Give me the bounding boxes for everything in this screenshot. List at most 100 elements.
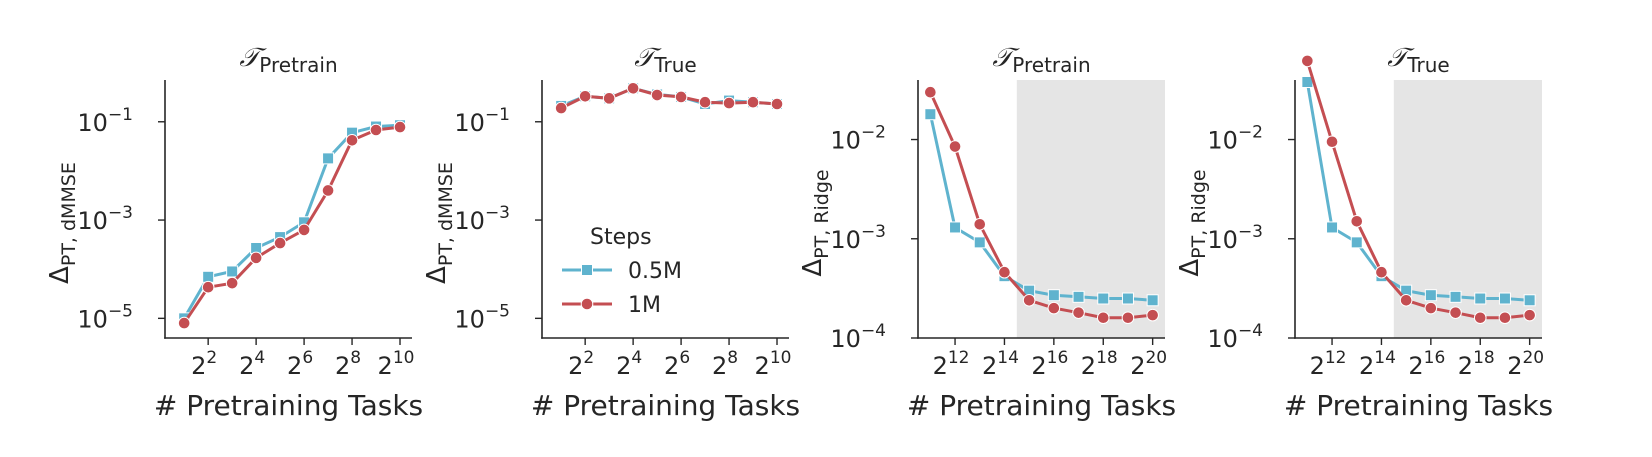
data-point-square: [1097, 292, 1110, 305]
y-title-symbol: Δ: [798, 259, 828, 277]
y-tick-label: 10−3: [77, 203, 133, 235]
y-tick-exponent: −3: [861, 222, 886, 242]
y-tick-label: 10−3: [1207, 222, 1263, 254]
data-point-circle: [578, 89, 592, 103]
data-point-circle: [650, 88, 664, 102]
y-tick-exponent: −2: [1238, 123, 1263, 143]
data-point-square: [1350, 236, 1363, 249]
y-title-subscript: PT, dMMSE: [58, 162, 80, 266]
x-tick-label: 22: [568, 348, 594, 380]
data-point-circle: [273, 236, 287, 250]
legend: Steps 0.5M 1M: [562, 225, 682, 318]
legend-label: 0.5M: [628, 259, 682, 284]
y-tick-base: 10: [77, 305, 108, 333]
data-point-circle: [924, 85, 937, 99]
data-point-square: [1523, 294, 1536, 307]
data-point-circle: [1424, 301, 1438, 315]
data-point-circle: [369, 123, 383, 137]
y-tick-exponent: −2: [861, 123, 886, 143]
x-tick-label: 216: [1408, 348, 1445, 380]
data-point-square: [322, 152, 335, 165]
data-point-square: [924, 108, 937, 121]
x-tick-exponent: 14: [997, 348, 1019, 368]
legend-marker-square: [581, 264, 593, 276]
series-line-1M: [929, 91, 1153, 320]
data-point-square: [1146, 294, 1159, 307]
panel-title: 𝒯Pretrain: [239, 43, 337, 77]
y-tick-label: 10−1: [454, 105, 510, 137]
y-tick-exponent: −5: [485, 301, 510, 321]
data-point-square: [1047, 289, 1060, 302]
x-tick-exponent: 16: [1424, 348, 1446, 368]
y-tick-label: 10−3: [830, 222, 886, 254]
x-tick-base: 2: [239, 352, 254, 380]
y-title-subscript: PT, dMMSE: [435, 162, 457, 266]
data-point-circle: [948, 140, 962, 153]
data-point-circle: [225, 276, 239, 290]
y-tick-base: 10: [454, 207, 485, 235]
data-point-circle: [554, 101, 568, 115]
x-tick-exponent: 14: [1374, 348, 1396, 368]
x-axis-title: # Pretraining Tasks: [907, 389, 1176, 422]
data-point-circle: [722, 96, 736, 110]
x-tick-label: 24: [616, 348, 642, 380]
x-tick-base: 2: [378, 352, 393, 380]
y-tick-exponent: −3: [108, 203, 133, 223]
x-tick-label: 28: [335, 348, 361, 380]
data-point-circle: [1096, 311, 1110, 325]
y-tick-base: 10: [77, 109, 108, 137]
series-line-0.5M: [182, 123, 401, 320]
data-point-circle: [1473, 311, 1487, 325]
data-point-circle: [1121, 311, 1135, 325]
data-point-circle: [973, 217, 987, 231]
data-point-square: [1424, 289, 1437, 302]
x-tick-base: 2: [287, 352, 302, 380]
y-tick-exponent: −4: [1238, 321, 1263, 341]
data-point-circle: [602, 92, 616, 105]
x-tick-exponent: 8: [350, 348, 361, 368]
data-point-circle: [321, 184, 335, 197]
x-tick-label: 214: [1359, 348, 1396, 380]
data-point-circle: [1523, 308, 1536, 322]
x-tick-base: 2: [1408, 352, 1423, 380]
y-title-symbol: Δ: [45, 266, 75, 284]
y-title-subscript: PT, Ridge: [811, 169, 833, 258]
data-point-square: [226, 265, 239, 278]
data-point-circle: [1375, 265, 1388, 279]
shaded-region: [1393, 80, 1542, 338]
y-tick-base: 10: [1207, 325, 1238, 353]
data-point-circle: [698, 95, 712, 109]
x-tick-base: 2: [1507, 352, 1522, 380]
x-tick-exponent: 2: [583, 348, 594, 368]
x-tick-label: 210: [378, 348, 415, 380]
x-tick-label: 220: [1130, 348, 1167, 380]
x-tick-exponent: 12: [1325, 348, 1347, 368]
x-tick-exponent: 10: [770, 348, 792, 368]
x-tick-label: 212: [933, 348, 970, 380]
y-tick-exponent: −4: [861, 321, 886, 341]
title-subscript: True: [1406, 53, 1449, 77]
x-tick-base: 2: [1130, 352, 1145, 380]
y-axis-title: ΔPT, Ridge: [798, 169, 833, 276]
y-tick-label: 10−5: [77, 301, 133, 333]
data-point-square: [1326, 221, 1339, 234]
data-point-circle: [674, 90, 688, 104]
panel-title: 𝒯Pretrain: [992, 43, 1090, 77]
y-title-symbol: Δ: [422, 266, 452, 284]
series-line-0.5M: [1305, 81, 1530, 302]
x-axis-title: # Pretraining Tasks: [531, 389, 800, 422]
y-tick-label: 10−4: [1207, 321, 1263, 353]
data-point-circle: [626, 81, 640, 95]
x-tick-base: 2: [1458, 352, 1473, 380]
x-tick-label: 210: [755, 348, 792, 380]
y-tick-label: 10−1: [77, 105, 133, 137]
y-tick-exponent: −1: [485, 105, 510, 125]
y-tick-label: 10−2: [830, 123, 886, 155]
data-point-square: [973, 236, 986, 249]
series-line-0.5M: [928, 113, 1153, 302]
title-subscript: True: [653, 53, 696, 77]
x-tick-label: 28: [712, 348, 738, 380]
